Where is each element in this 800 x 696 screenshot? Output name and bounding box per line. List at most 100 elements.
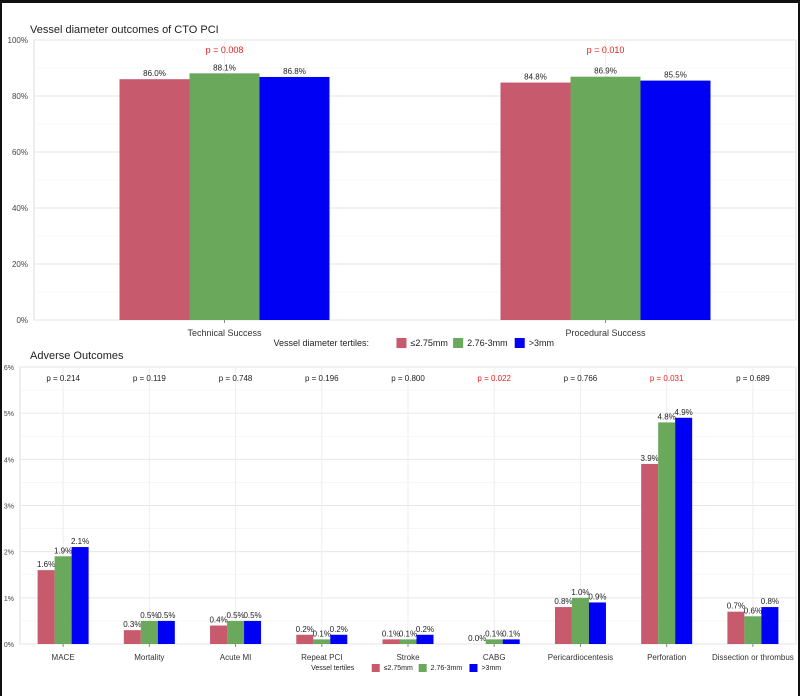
x-tick-label: MACE xyxy=(52,653,75,662)
bar xyxy=(140,620,158,644)
bar xyxy=(313,639,331,644)
bar xyxy=(727,611,745,644)
bar xyxy=(570,76,641,321)
bar xyxy=(71,547,89,644)
y-tick-label: 40% xyxy=(12,204,28,213)
y-tick-label: 0% xyxy=(16,316,28,325)
p-value: p = 0.022 xyxy=(477,374,511,383)
data-label: 0.5% xyxy=(157,611,175,620)
data-label: 4.8% xyxy=(658,412,676,421)
x-tick-label: CABG xyxy=(483,653,506,662)
data-label: 0.3% xyxy=(123,620,141,629)
data-label: 3.9% xyxy=(641,454,659,463)
right-border xyxy=(798,0,800,696)
data-label: 2.1% xyxy=(71,537,89,546)
bar xyxy=(641,463,659,644)
bar xyxy=(658,422,676,644)
p-value: p = 0.119 xyxy=(133,374,167,383)
x-tick-label: Repeat PCI xyxy=(301,653,342,662)
data-label: 4.9% xyxy=(675,408,693,417)
data-label: 0.2% xyxy=(416,625,434,634)
legend-label: 2.76-3mm xyxy=(431,665,463,672)
bar xyxy=(227,620,245,644)
bar xyxy=(640,80,711,320)
legend-label: ≤2.75mm xyxy=(410,338,447,348)
y-tick-label: 6% xyxy=(4,365,14,372)
data-label: 0.1% xyxy=(313,629,331,638)
data-label: 0.1% xyxy=(382,629,400,638)
bar xyxy=(554,607,572,644)
y-tick-label: 5% xyxy=(4,411,14,418)
bar xyxy=(502,639,520,644)
x-tick-label: Dissection or thrombus xyxy=(712,653,794,662)
bar xyxy=(588,602,606,644)
chart-b-title: Adverse Outcomes xyxy=(30,350,124,362)
y-tick-label: 100% xyxy=(8,36,28,45)
y-tick-label: 2% xyxy=(4,550,14,557)
chart-a-title: Vessel diameter outcomes of CTO PCI xyxy=(30,24,219,36)
bar xyxy=(296,634,314,644)
x-tick-label: Stroke xyxy=(396,653,420,662)
bar xyxy=(761,607,779,644)
legend-swatch xyxy=(514,338,525,348)
p-value: p = 0.196 xyxy=(305,374,339,383)
bar xyxy=(399,639,417,644)
p-value: p = 0.800 xyxy=(391,374,425,383)
legend-swatch xyxy=(453,338,464,348)
p-value: p = 0.010 xyxy=(587,45,625,55)
data-label: 0.8% xyxy=(761,597,779,606)
x-tick-label: Pericardiocentesis xyxy=(548,653,613,662)
y-tick-label: 1% xyxy=(4,596,14,603)
data-label: 0.1% xyxy=(485,629,503,638)
y-tick-label: 3% xyxy=(4,504,14,511)
y-tick-label: 60% xyxy=(12,148,28,157)
legend-swatch xyxy=(469,664,478,672)
legend-swatch xyxy=(371,664,380,672)
legend-label: 2.76-3mm xyxy=(467,338,508,348)
y-tick-label: 0% xyxy=(4,642,14,649)
data-label: 86.0% xyxy=(143,69,166,78)
data-label: 86.9% xyxy=(594,67,617,76)
y-tick-label: 4% xyxy=(4,457,14,464)
chart-a-svg: 0% 20% 40% 60% 80% 100% 86.0% 88.1% 86.8% Technic… xyxy=(8,36,797,348)
bar xyxy=(37,570,55,644)
bar xyxy=(330,634,348,644)
data-label: 0.2% xyxy=(296,625,314,634)
bar xyxy=(244,620,262,644)
data-label: 84.8% xyxy=(524,73,547,82)
data-label: 0.7% xyxy=(727,602,745,611)
legend-label: >3mm xyxy=(529,338,554,348)
bar xyxy=(210,625,228,644)
data-label: 0.5% xyxy=(226,611,244,620)
data-label: 0.6% xyxy=(744,606,762,615)
y-tick-label: 80% xyxy=(12,92,28,101)
top-border xyxy=(0,0,800,3)
data-label: 1.6% xyxy=(37,560,55,569)
data-label: 1.9% xyxy=(54,546,72,555)
data-label: 0.1% xyxy=(502,629,520,638)
bar xyxy=(500,82,571,320)
legend-label: >3mm xyxy=(481,665,501,672)
p-value: p = 0.748 xyxy=(219,374,253,383)
data-label: 0.5% xyxy=(243,611,261,620)
bar xyxy=(119,79,190,320)
bar xyxy=(259,76,330,321)
x-tick-label: Procedural Success xyxy=(565,328,646,338)
legend-label: ≤2.75mm xyxy=(384,665,413,672)
data-label: 0.2% xyxy=(330,625,348,634)
data-label: 86.8% xyxy=(283,67,306,76)
data-label: 85.5% xyxy=(664,71,687,80)
y-tick-label: 20% xyxy=(12,260,28,269)
bar xyxy=(675,417,693,644)
bar xyxy=(744,616,762,644)
data-label: 0.8% xyxy=(554,597,572,606)
x-tick-label: Technical Success xyxy=(187,328,262,338)
bar xyxy=(157,620,175,644)
p-value: p = 0.766 xyxy=(564,374,598,383)
bar xyxy=(485,639,503,644)
data-label: 0.5% xyxy=(140,611,158,620)
data-label: 88.1% xyxy=(213,63,236,72)
left-border xyxy=(0,0,2,696)
